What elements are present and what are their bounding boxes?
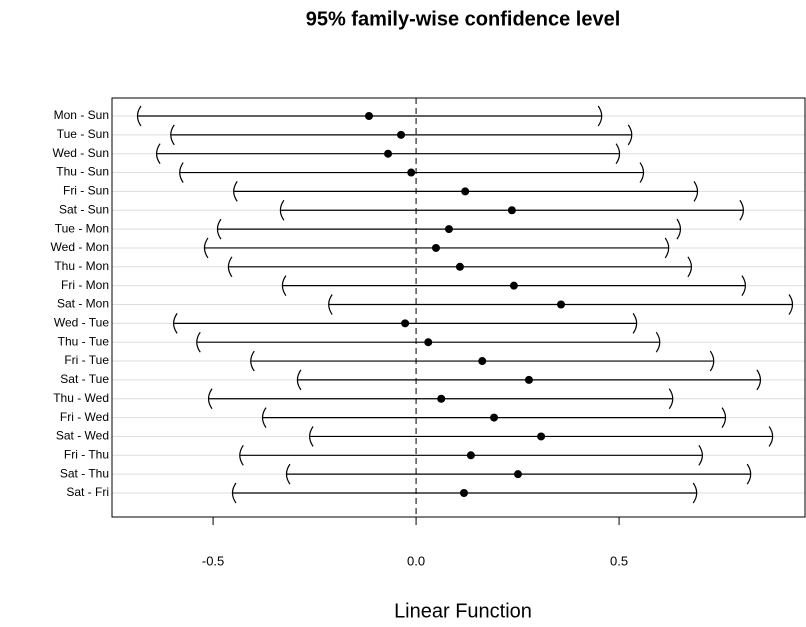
y-tick-label: Tue - Sun <box>57 127 109 141</box>
upper-bracket <box>676 218 682 240</box>
estimate-point <box>466 451 475 460</box>
estimate-point <box>513 470 522 479</box>
upper-bracket <box>687 256 693 278</box>
estimate-point <box>431 243 440 252</box>
upper-bracket <box>668 388 674 410</box>
estimate-point <box>557 300 566 309</box>
y-tick-label: Fri - Tue <box>64 353 109 367</box>
upper-bracket <box>788 294 794 315</box>
upper-bracket <box>756 369 762 391</box>
y-tick-label: Sat - Wed <box>56 429 109 443</box>
upper-bracket <box>664 237 670 259</box>
lower-bracket <box>227 256 233 278</box>
lower-bracket <box>261 407 267 428</box>
estimate-point <box>459 489 468 497</box>
y-tick-label: Fri - Sun <box>63 184 109 198</box>
y-tick-label: Sat - Sun <box>59 202 109 216</box>
y-tick-label: Sat - Thu <box>60 466 109 480</box>
estimate-point <box>424 338 433 347</box>
y-tick-label: Thu - Mon <box>54 259 109 273</box>
lower-bracket <box>155 143 161 165</box>
lower-bracket <box>216 218 222 240</box>
y-tick-label: Sat - Tue <box>60 372 109 386</box>
x-tick-label: 0.5 <box>610 553 628 568</box>
upper-bracket <box>692 482 698 504</box>
estimate-point <box>407 168 416 177</box>
y-tick-label: Wed - Sun <box>53 146 109 160</box>
estimate-point <box>478 357 487 366</box>
upper-bracket <box>721 407 727 428</box>
lower-bracket <box>173 313 178 334</box>
y-tick-label: Mon - Sun <box>54 108 109 122</box>
lower-bracket <box>179 162 184 183</box>
x-tick-label: 0.0 <box>407 553 425 568</box>
upper-bracket <box>627 124 633 146</box>
upper-bracket <box>655 331 661 353</box>
lower-bracket <box>233 181 238 202</box>
upper-bracket <box>639 162 645 183</box>
upper-bracket <box>709 350 715 372</box>
lower-bracket <box>279 199 285 221</box>
y-tick-label: Tue - Mon <box>55 221 109 235</box>
x-axis-label: Linear Function <box>394 600 532 622</box>
upper-bracket <box>632 313 638 334</box>
lower-bracket <box>170 124 175 146</box>
upper-bracket <box>597 105 603 127</box>
lower-bracket <box>309 426 314 447</box>
estimate-point <box>455 262 464 271</box>
lower-bracket <box>203 237 209 259</box>
y-tick-label: Sat - Fri <box>66 485 109 499</box>
upper-bracket <box>746 463 752 485</box>
chart-title: 95% family-wise confidence level <box>306 8 621 30</box>
upper-bracket <box>768 426 774 447</box>
lower-bracket <box>196 331 201 353</box>
lower-bracket <box>250 350 255 372</box>
y-tick-label: Sat - Mon <box>57 297 109 311</box>
lower-bracket <box>207 388 213 410</box>
estimate-point <box>461 187 470 196</box>
estimate-point <box>507 206 516 215</box>
y-tick-label: Thu - Sun <box>56 165 109 179</box>
estimate-point <box>490 413 499 422</box>
y-tick-label: Fri - Mon <box>61 278 109 292</box>
estimate-point <box>509 281 518 290</box>
y-tick-label: Fri - Thu <box>64 447 109 461</box>
plot-frame <box>111 97 806 518</box>
upper-bracket <box>739 199 744 221</box>
lower-bracket <box>296 369 302 391</box>
y-tick-label: Thu - Tue <box>58 334 110 348</box>
y-tick-label: Thu - Wed <box>53 391 109 405</box>
lower-bracket <box>239 444 244 466</box>
y-tick-label: Fri - Wed <box>60 410 109 424</box>
x-tick-label: -0.5 <box>202 553 224 568</box>
upper-bracket <box>693 181 699 202</box>
lower-bracket <box>285 463 291 485</box>
y-tick-label: Wed - Tue <box>54 316 109 330</box>
upper-bracket <box>741 275 747 296</box>
upper-bracket <box>698 444 703 466</box>
upper-bracket <box>615 143 621 165</box>
lower-bracket <box>136 105 142 127</box>
lower-bracket <box>328 294 333 315</box>
estimate-point <box>524 375 533 384</box>
estimate-point <box>437 394 446 403</box>
estimate-point <box>384 149 393 158</box>
estimate-point <box>364 112 373 120</box>
estimate-point <box>401 319 410 328</box>
lower-bracket <box>231 482 237 504</box>
y-tick-label: Wed - Mon <box>51 240 109 254</box>
lower-bracket <box>281 275 287 296</box>
estimate-point <box>444 225 453 234</box>
estimate-point <box>397 130 406 139</box>
estimate-point <box>537 432 546 441</box>
